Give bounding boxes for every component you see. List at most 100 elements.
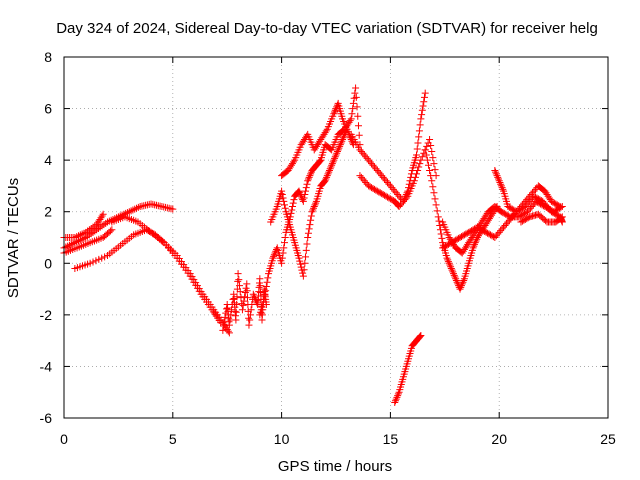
- y-tick-label: -6: [40, 410, 53, 426]
- series-track-c: [60, 226, 116, 257]
- data-point: [73, 233, 81, 241]
- data-point: [405, 180, 413, 188]
- data-point: [290, 196, 298, 204]
- data-point: [127, 207, 135, 215]
- data-point: [545, 204, 553, 212]
- data-point: [428, 148, 436, 156]
- data-point: [349, 139, 357, 147]
- data-point: [328, 160, 336, 168]
- data-point: [452, 236, 460, 244]
- data-point: [493, 172, 501, 180]
- data-point: [278, 187, 286, 195]
- data-point: [452, 275, 460, 283]
- data-point: [311, 201, 319, 209]
- data-point: [245, 321, 253, 329]
- data-point: [299, 269, 307, 277]
- data-point: [463, 229, 471, 237]
- data-point: [416, 332, 424, 340]
- data-point: [338, 137, 346, 145]
- data-point: [457, 283, 465, 291]
- data-point: [94, 224, 102, 232]
- data-point: [308, 208, 316, 216]
- data-point: [395, 192, 403, 200]
- data-point: [85, 226, 93, 234]
- data-point: [234, 277, 242, 285]
- data-point: [421, 146, 429, 154]
- data-point: [391, 187, 399, 195]
- data-point: [278, 254, 286, 262]
- data-point: [296, 189, 304, 197]
- data-point: [331, 108, 339, 116]
- data-point: [420, 98, 428, 106]
- data-point: [64, 242, 72, 250]
- data-point: [524, 214, 532, 222]
- data-point: [410, 177, 418, 185]
- x-tick-label: 20: [491, 431, 507, 447]
- data-point: [379, 173, 387, 181]
- data-point: [96, 223, 104, 231]
- data-point: [295, 254, 303, 262]
- data-point: [269, 254, 277, 262]
- data-point: [552, 200, 560, 208]
- data-point: [501, 221, 509, 229]
- data-point: [382, 192, 390, 200]
- data-point: [347, 115, 355, 123]
- data-point: [195, 287, 203, 295]
- data-point: [335, 144, 343, 152]
- data-point: [437, 230, 445, 238]
- data-point: [99, 210, 107, 218]
- data-point: [450, 271, 458, 279]
- data-point: [328, 161, 336, 169]
- data-point: [495, 177, 503, 185]
- data-point: [415, 133, 423, 141]
- data-point: [169, 205, 177, 213]
- data-point: [471, 239, 479, 247]
- data-point: [419, 102, 427, 110]
- data-point: [240, 297, 248, 305]
- data-point: [332, 151, 340, 159]
- data-point: [353, 103, 361, 111]
- data-point: [87, 224, 95, 232]
- data-point: [243, 287, 251, 295]
- data-point: [498, 184, 506, 192]
- data-point: [423, 142, 431, 150]
- data-point: [336, 142, 344, 150]
- data-point: [426, 166, 434, 174]
- data-point: [473, 223, 481, 231]
- data-point: [243, 280, 251, 288]
- data-point: [418, 153, 426, 161]
- data-point: [375, 168, 383, 176]
- data-point: [129, 206, 137, 214]
- data-point: [547, 208, 555, 216]
- data-point: [333, 149, 341, 157]
- data-point: [402, 194, 410, 202]
- data-point: [435, 217, 443, 225]
- data-point: [388, 184, 396, 192]
- data-point: [84, 227, 92, 235]
- data-point: [296, 257, 304, 265]
- data-point: [533, 194, 541, 202]
- data-point: [497, 227, 505, 235]
- data-point: [334, 146, 342, 154]
- data-point: [373, 187, 381, 195]
- data-point: [381, 175, 389, 183]
- data-point: [479, 227, 487, 235]
- data-point: [520, 216, 528, 224]
- data-point: [383, 178, 391, 186]
- data-point: [236, 282, 244, 290]
- data-point: [492, 168, 500, 176]
- data-point: [304, 175, 312, 183]
- data-point: [452, 276, 460, 284]
- data-point: [429, 183, 437, 191]
- data-point: [225, 329, 233, 337]
- data-point: [440, 243, 448, 251]
- data-point: [553, 201, 561, 209]
- data-point: [310, 203, 318, 211]
- data-point: [300, 194, 308, 202]
- chart-title: Day 324 of 2024, Sidereal Day-to-day VTE…: [56, 20, 598, 37]
- data-point: [521, 209, 529, 217]
- data-point: [370, 163, 378, 171]
- data-point: [369, 161, 377, 169]
- data-point: [482, 228, 490, 236]
- data-point: [542, 217, 550, 225]
